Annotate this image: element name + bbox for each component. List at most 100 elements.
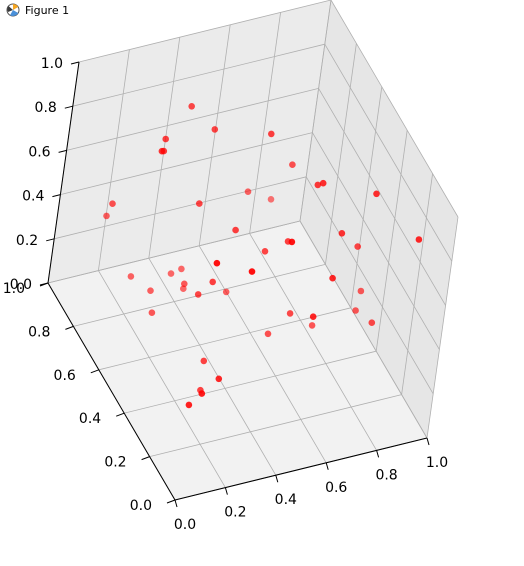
z-tick-mark xyxy=(46,238,55,242)
x-axis-line xyxy=(174,437,428,501)
y-tick-mark xyxy=(116,412,125,417)
grid-z-back xyxy=(66,88,319,151)
grid-x-floor xyxy=(148,257,277,476)
z-axis-line xyxy=(47,61,80,284)
z-tick-mark xyxy=(52,194,61,198)
scatter-point xyxy=(373,190,380,198)
scatter-point xyxy=(244,188,252,195)
y-tick-label: 0.0 xyxy=(130,498,152,514)
grid-z-back xyxy=(78,0,332,63)
scatter-point xyxy=(215,375,223,383)
y-tick-mark xyxy=(141,456,150,461)
scatter-point xyxy=(329,274,336,282)
x-tick-mark xyxy=(224,487,228,495)
x-tick-label: 1.0 xyxy=(426,455,448,471)
scatter-point xyxy=(167,270,175,277)
z-tick-label: 0.6 xyxy=(28,144,50,160)
grid-z-side xyxy=(330,0,459,218)
scatter-point xyxy=(213,259,221,267)
scatter-point xyxy=(368,319,376,327)
back-pane xyxy=(48,0,331,283)
grid-y-side xyxy=(375,130,408,352)
floor-pane xyxy=(48,221,427,500)
scatter-point xyxy=(338,230,346,237)
axes-panes xyxy=(48,0,458,500)
scatter-point xyxy=(319,179,327,187)
scatter-point xyxy=(127,273,135,280)
grid-x-floor xyxy=(198,245,327,464)
y-tick-label: 0.4 xyxy=(79,411,101,427)
z-tick-mark xyxy=(39,282,49,286)
x-tick-mark xyxy=(174,499,178,508)
y-axis-line xyxy=(47,282,176,501)
y-tick-label: 0.8 xyxy=(28,324,50,340)
grid-z-back xyxy=(60,132,313,195)
scatter-point xyxy=(185,401,193,409)
scatter-point xyxy=(286,310,294,317)
scatter-points xyxy=(103,103,423,409)
scatter-point xyxy=(181,280,188,288)
scatter-point xyxy=(211,126,219,133)
z-tick-label: 0.2 xyxy=(16,233,38,249)
x-tick-mark xyxy=(376,450,380,458)
grid-z-back xyxy=(47,220,301,284)
scatter-point xyxy=(309,313,317,321)
y-tick-label: 0.6 xyxy=(54,368,76,384)
grid-x-floor xyxy=(98,270,226,488)
grid-y-side xyxy=(426,216,459,439)
scatter-point xyxy=(200,357,208,365)
scatter-point xyxy=(196,200,203,207)
scatter-point xyxy=(194,291,202,298)
x-tick-mark xyxy=(275,475,279,483)
grid-z-back xyxy=(54,176,307,240)
z-tick-mark xyxy=(58,149,67,153)
scatter-point xyxy=(198,390,206,397)
grid-y-floor xyxy=(98,307,351,371)
window-title: Figure 1 xyxy=(25,3,70,17)
y-tick-label: 1.0 xyxy=(3,281,25,297)
grid-z-side xyxy=(305,176,434,395)
scatter-point xyxy=(352,307,359,314)
grid-y-side xyxy=(401,173,433,395)
grid-y-side xyxy=(350,86,383,308)
scatter-point xyxy=(261,248,269,255)
scatter-point xyxy=(222,288,230,296)
x-tick-mark xyxy=(325,462,329,470)
axes-ticks: 0.00.20.40.60.81.00.00.20.40.60.81.00.00… xyxy=(3,56,448,533)
grid-z-side xyxy=(324,43,453,262)
scatter-point xyxy=(158,147,166,155)
x-tick-label: 0.4 xyxy=(275,492,297,508)
x-tick-label: 0.2 xyxy=(224,505,246,521)
scatter-point xyxy=(232,226,239,234)
scatter-point xyxy=(148,309,156,317)
grid-x-back xyxy=(98,49,130,271)
grid-z-side xyxy=(299,220,428,439)
side-pane xyxy=(300,0,458,438)
grid-x-back xyxy=(148,37,181,259)
scatter-point xyxy=(248,268,256,275)
scatter-point xyxy=(209,278,216,286)
scatter-point xyxy=(289,161,296,168)
scatter-point xyxy=(109,200,116,207)
grid-x-back xyxy=(249,12,281,234)
z-tick-mark xyxy=(64,105,73,109)
z-tick-label: 0.0 xyxy=(10,277,32,293)
z-tick-label: 0.4 xyxy=(22,189,44,205)
scatter-point xyxy=(354,243,362,250)
y-tick-mark xyxy=(65,325,74,330)
scatter-point xyxy=(147,287,154,295)
y-tick-mark xyxy=(166,499,176,504)
scatter-point xyxy=(314,181,322,189)
x-tick-mark xyxy=(426,437,430,446)
scatter-point xyxy=(180,285,187,293)
grid-x-floor xyxy=(249,233,377,451)
y-tick-mark xyxy=(90,369,99,374)
grid-y-floor xyxy=(149,394,402,457)
scatter-point xyxy=(162,135,169,143)
scatter-point xyxy=(178,265,185,273)
scatter-point xyxy=(267,196,275,203)
z-tick-label: 0.8 xyxy=(35,100,57,116)
scatter-point xyxy=(103,212,110,220)
y-tick-label: 0.2 xyxy=(104,455,126,471)
